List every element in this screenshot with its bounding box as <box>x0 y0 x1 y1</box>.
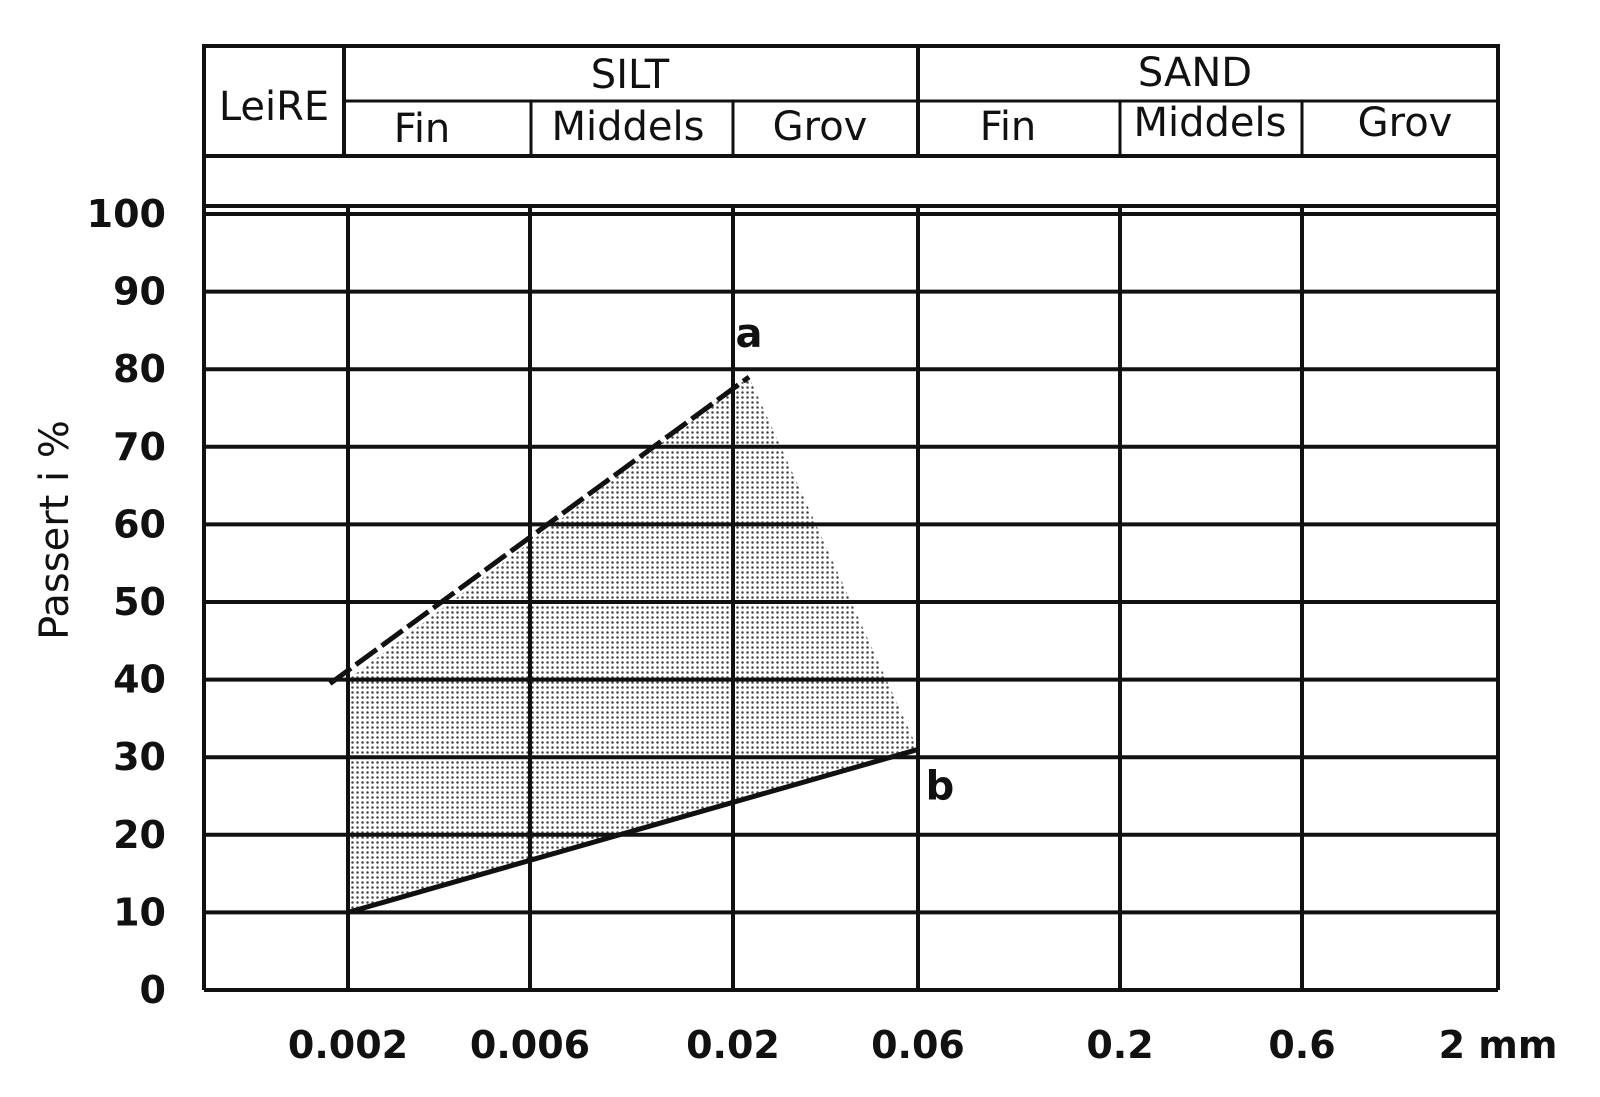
header-silt-fin: Fin <box>394 106 451 152</box>
x-tick-5: 0.6 <box>1268 1023 1335 1067</box>
header-sand-middels: Middels <box>1134 100 1287 146</box>
plot-area: 0.002 0.006 0.02 0.06 0.2 0.6 2 mm 0 10 20 30 40 50… <box>87 192 1558 1067</box>
x-tick-1: 0.006 <box>470 1023 590 1067</box>
y-tick-0: 0 <box>140 968 166 1012</box>
y-tick-80: 80 <box>113 347 166 391</box>
point-annotations: ab <box>736 311 955 809</box>
classification-header: LeiRE SILT SAND Fin Middels Grov Fin Mid… <box>202 44 1500 208</box>
header-silt: SILT <box>591 52 670 98</box>
y-tick-30: 30 <box>113 735 166 779</box>
envelope-lines <box>328 374 919 915</box>
header-sand: SAND <box>1138 50 1252 96</box>
header-clay: LeiRE <box>219 84 329 130</box>
y-tick-60: 60 <box>113 502 166 546</box>
lower-bound-line <box>347 747 919 915</box>
header-silt-middels: Middels <box>552 104 705 150</box>
x-tick-labels: 0.002 0.006 0.02 0.06 0.2 0.6 2 mm <box>288 1023 1558 1067</box>
grid-layer <box>202 204 1500 992</box>
x-tick-4: 0.2 <box>1086 1023 1153 1067</box>
y-tick-10: 10 <box>113 890 166 934</box>
y-axis-label: Passert i % <box>32 420 78 640</box>
envelope-area <box>348 376 918 913</box>
x-tick-6: 2 mm <box>1439 1023 1558 1067</box>
y-tick-70: 70 <box>113 425 166 469</box>
envelope-layer <box>348 376 918 913</box>
y-tick-100: 100 <box>87 192 166 236</box>
y-tick-labels: 0 10 20 30 40 50 60 70 80 90 100 <box>87 192 166 1012</box>
x-tick-2: 0.02 <box>686 1023 780 1067</box>
header-sand-fin: Fin <box>980 104 1037 150</box>
y-tick-50: 50 <box>113 580 166 624</box>
y-tick-90: 90 <box>113 270 166 314</box>
x-tick-0: 0.002 <box>288 1023 408 1067</box>
y-tick-40: 40 <box>113 658 166 702</box>
annotation-b: b <box>926 763 955 809</box>
header-silt-grov: Grov <box>773 104 868 150</box>
y-tick-20: 20 <box>113 813 166 857</box>
annotation-a: a <box>736 311 763 357</box>
header-sand-grov: Grov <box>1358 100 1453 146</box>
upper-bound-line <box>328 374 751 686</box>
x-tick-3: 0.06 <box>871 1023 965 1067</box>
